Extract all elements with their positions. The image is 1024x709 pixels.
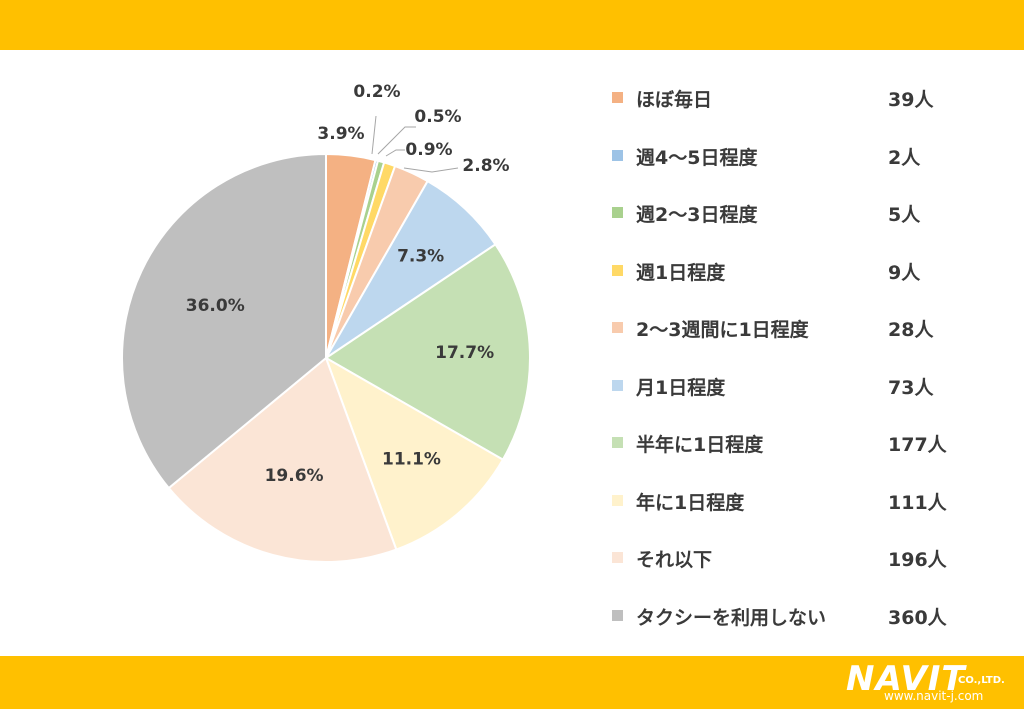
- legend-swatch: [612, 207, 623, 218]
- leader-line: [403, 167, 459, 173]
- logo-url: www.navit-j.com: [884, 689, 984, 703]
- legend-count: 2人: [888, 146, 921, 169]
- legend-label: 週2～3日程度: [636, 204, 758, 226]
- legend-count: 73人: [888, 376, 934, 399]
- legend-count: 177人: [888, 434, 947, 456]
- legend-count: 111人: [888, 491, 947, 514]
- legend-swatch: [612, 149, 623, 161]
- legend-swatch: [612, 552, 623, 563]
- legend-label: タクシーを利用しない: [636, 606, 827, 629]
- navit-logo: NAVIT CO.,LTD. www.navit-j.com: [846, 661, 1016, 705]
- pie-slice: [167, 356, 398, 563]
- legend-label: 年に1日程度: [636, 491, 745, 514]
- legend-count: 28人: [888, 319, 934, 341]
- header-band: [0, 0, 1024, 50]
- pie-slice: [121, 152, 327, 490]
- legend-swatch: [612, 494, 623, 506]
- legend-count: 9人: [888, 261, 921, 284]
- leader-lines: [371, 115, 459, 173]
- slice-percent-label: 11.1%: [382, 449, 441, 469]
- legend-swatch: [612, 609, 623, 621]
- legend-count: 196人: [888, 549, 947, 571]
- slice-percent-label: 3.9%: [317, 124, 364, 144]
- pie-slice: [324, 243, 531, 461]
- legend-item: タクシーを利用しない 360人: [612, 601, 992, 631]
- legend-item: ほぼ毎日 39人: [612, 83, 992, 113]
- pie-slice: [324, 355, 505, 551]
- legend-swatch: [612, 92, 623, 103]
- slice-percent-label: 0.5%: [414, 107, 461, 127]
- legend-label: 2～3週間に1日程度: [636, 319, 809, 341]
- legend-item: 半年に1日程度 177人: [612, 428, 992, 458]
- slice-percent-label: 0.2%: [353, 82, 400, 102]
- legend-swatch: [612, 437, 623, 448]
- leader-line: [377, 126, 416, 155]
- legend-item: 月1日程度 73人: [612, 371, 992, 401]
- legend-label: 週1日程度: [636, 261, 726, 284]
- slice-percent-label: 36.0%: [186, 296, 245, 316]
- legend-item: 年に1日程度 111人: [612, 486, 992, 516]
- legend-item: 週4～5日程度 2人: [612, 141, 992, 171]
- logo-text: NAVIT: [846, 659, 966, 699]
- slice-percent-label: 7.3%: [397, 247, 444, 267]
- legend-swatch: [612, 264, 623, 276]
- legend-label: ほぼ毎日: [636, 89, 713, 111]
- legend-label: 半年に1日程度: [636, 434, 764, 456]
- legend-swatch: [612, 322, 623, 333]
- legend-count: 39人: [888, 89, 934, 111]
- legend-count: 360人: [888, 606, 947, 629]
- slice-percent-label: 17.7%: [435, 343, 494, 363]
- legend-label: 月1日程度: [636, 376, 726, 399]
- leader-line: [371, 115, 377, 155]
- slice-percent-label: 2.8%: [462, 156, 509, 176]
- legend-swatch: [612, 379, 623, 391]
- slice-percent-label: 19.6%: [265, 466, 324, 486]
- legend-label: 週4～5日程度: [636, 146, 758, 169]
- slice-percent-label: 0.9%: [405, 140, 452, 160]
- pie-slices: [121, 152, 531, 563]
- legend-item: それ以下 196人: [612, 543, 992, 573]
- leader-line: [385, 149, 405, 157]
- logo-suffix: CO.,LTD.: [958, 675, 1005, 686]
- legend-item: 2～3週間に1日程度 28人: [612, 313, 992, 343]
- data-labels: 3.9% 0.2% 0.5% 0.9% 2.8% 7.3% 17.7% 11.1% 19.6% 3…: [186, 82, 510, 486]
- legend-count: 5人: [888, 204, 921, 226]
- legend-item: 週1日程度 9人: [612, 256, 992, 286]
- footer-band: [0, 656, 1024, 709]
- legend-item: 週2～3日程度 5人: [612, 198, 992, 228]
- legend-label: それ以下: [636, 549, 713, 571]
- pie-chart: 3.9% 0.2% 0.5% 0.9% 2.8% 7.3% 17.7% 11.1% 19.6% 3…: [121, 82, 531, 563]
